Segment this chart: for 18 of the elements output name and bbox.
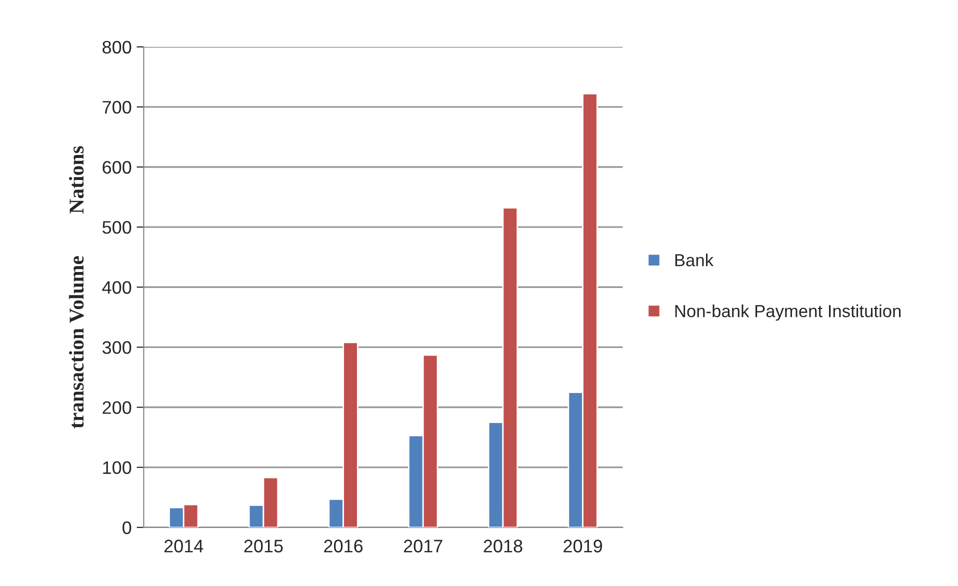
x-tick-label: 2015 bbox=[244, 540, 283, 552]
x-tick-label: 2018 bbox=[484, 540, 522, 552]
y-tick-label: 800 bbox=[102, 40, 132, 54]
y-tick-label: 700 bbox=[102, 100, 132, 114]
x-tick-label: 2016 bbox=[324, 540, 363, 552]
y-tick-label: 400 bbox=[102, 281, 132, 294]
x-tick-label: 2019 bbox=[564, 540, 602, 552]
y-tick-label: 200 bbox=[102, 401, 132, 414]
x-tick-label: 2017 bbox=[404, 540, 442, 552]
y-axis-title: transaction Volume Nations bbox=[68, 146, 84, 428]
y-tick-label: 100 bbox=[103, 461, 132, 474]
y-tick-label: 600 bbox=[102, 160, 132, 174]
legend-label: Bank bbox=[675, 254, 714, 266]
y-tick-label: 500 bbox=[102, 221, 132, 234]
x-tick-label: 2014 bbox=[164, 540, 204, 552]
y-tick-label: 0 bbox=[122, 521, 132, 534]
legend-label: Non-bank Payment Institution bbox=[675, 304, 901, 321]
y-tick-label: 300 bbox=[102, 341, 132, 354]
